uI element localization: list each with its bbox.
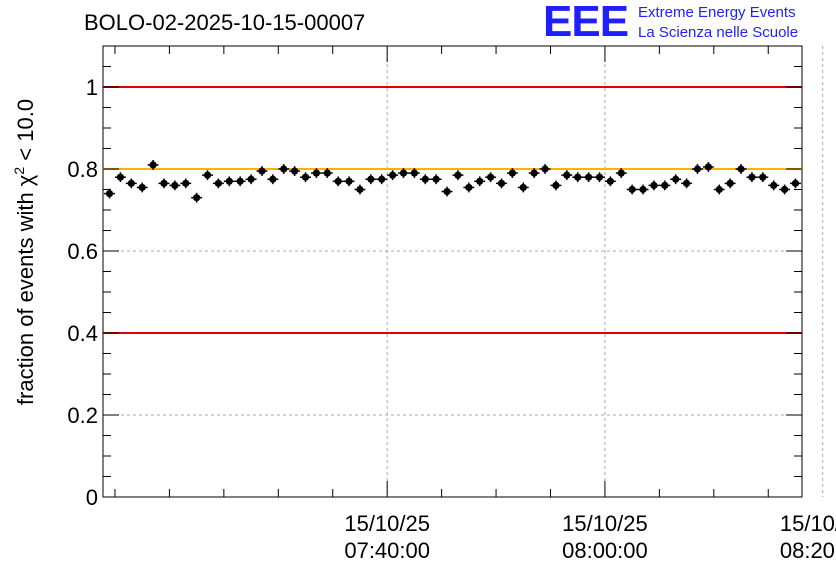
data-point (487, 173, 495, 181)
data-point (476, 177, 484, 185)
data-point (193, 194, 201, 202)
logo-line-2: La Scienza nelle Scuole (638, 24, 799, 41)
data-point (247, 175, 255, 183)
data-point (421, 175, 429, 183)
data-point (552, 181, 560, 189)
plot-frame (102, 45, 803, 498)
data-point (563, 171, 571, 179)
data-point (356, 185, 364, 194)
data-point (465, 183, 473, 192)
y-axis-label: fraction of events with χ2 < 10.0 (11, 99, 38, 405)
eee-logo-letters: EEE (543, 0, 629, 46)
data-point (367, 175, 375, 183)
data-point (160, 179, 168, 187)
data-point (116, 173, 125, 181)
y-tick-label: 1 (86, 75, 98, 100)
data-point (617, 169, 625, 177)
data-point (127, 179, 135, 187)
data-point (280, 165, 288, 173)
data-point (323, 169, 331, 177)
data-point (454, 171, 462, 179)
data-point (225, 177, 233, 185)
data-point (443, 187, 451, 196)
data-point (715, 185, 723, 194)
data-point (606, 177, 614, 185)
data-point (672, 175, 680, 183)
data-point (704, 163, 712, 171)
data-point (182, 179, 190, 187)
y-axis-label-cut: < 10.0 (13, 99, 38, 167)
run-title: BOLO-02-2025-10-15-00007 (84, 10, 366, 35)
data-point (584, 173, 593, 181)
data-point (334, 177, 342, 185)
data-point (236, 177, 244, 185)
data-point (301, 173, 310, 181)
data-point (269, 175, 277, 183)
y-axis-label-text: fraction of events with (13, 186, 38, 405)
data-point (595, 173, 604, 181)
data-point (661, 181, 669, 189)
data-point (258, 167, 266, 175)
data-point (291, 167, 299, 175)
x-tick-label-date: 15/10/25 (562, 511, 648, 536)
y-axis-label-sup: 2 (11, 167, 27, 175)
data-point (508, 169, 516, 177)
data-point (497, 179, 506, 187)
data-point (650, 181, 658, 189)
eee-logo: EEE Extreme Energy Events La Scienza nel… (543, 0, 833, 46)
data-point (759, 173, 767, 181)
x-tick-label-time: 07:40:00 (344, 538, 430, 563)
data-point (312, 169, 321, 177)
data-point (780, 185, 789, 194)
data-point (138, 183, 146, 192)
data-point (639, 185, 647, 194)
data-point (748, 173, 756, 181)
data-point (628, 185, 636, 194)
data-point (791, 179, 800, 187)
data-point (574, 173, 582, 181)
data-point (432, 175, 440, 183)
data-point (770, 181, 778, 189)
data-point (693, 165, 702, 173)
data-point (378, 175, 386, 183)
x-tick-label-date: 15/10/25 (780, 511, 836, 536)
data-point (149, 161, 157, 169)
x-tick-label-date: 15/10/25 (344, 511, 430, 536)
y-axis-label-chi: χ (13, 174, 38, 186)
data-point (682, 179, 691, 187)
data-point (105, 190, 114, 198)
y-tick-label: 0.2 (67, 403, 98, 428)
data-point (410, 169, 418, 177)
data-point (541, 165, 549, 173)
x-tick-label-time: 08:00:00 (562, 538, 648, 563)
data-point (737, 165, 745, 173)
data-point (726, 179, 734, 187)
y-tick-label: 0 (86, 485, 98, 510)
data-point (389, 171, 397, 179)
data-point (171, 181, 179, 189)
data-point (530, 169, 538, 177)
data-point (214, 179, 223, 187)
y-tick-label: 0.8 (67, 157, 98, 182)
x-tick-label-time: 08:20:00 (780, 538, 836, 563)
y-tick-label: 0.6 (67, 239, 98, 264)
data-point (399, 169, 408, 177)
data-point (345, 177, 353, 185)
logo-line-1: Extreme Energy Events (638, 4, 796, 21)
data-point (203, 171, 212, 179)
data-point (519, 183, 527, 192)
y-tick-label: 0.4 (67, 321, 98, 346)
